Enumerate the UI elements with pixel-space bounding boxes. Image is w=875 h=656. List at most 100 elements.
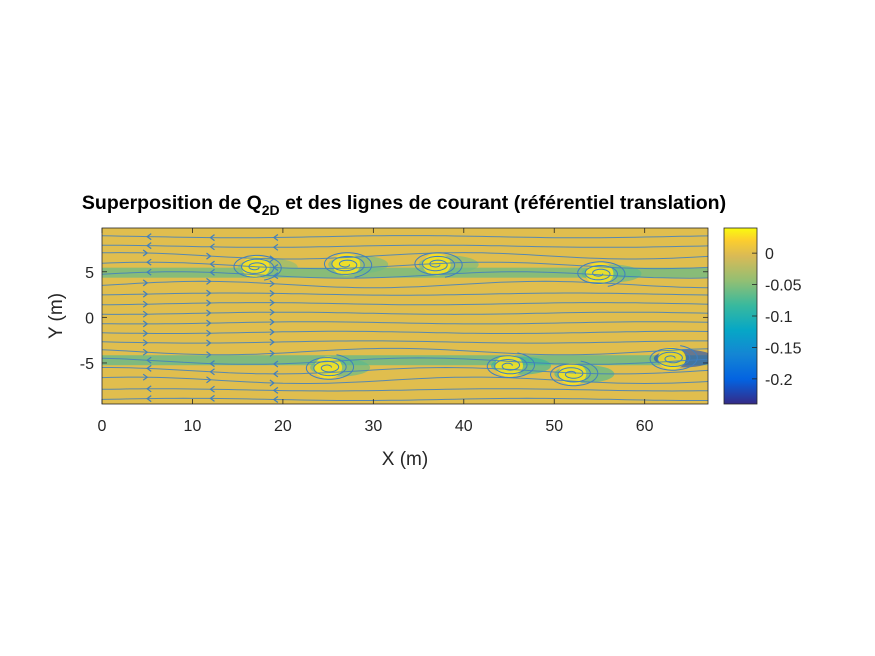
streamline-arrow bbox=[209, 368, 215, 376]
colorbar-tick-label: -0.15 bbox=[765, 340, 802, 357]
streamline-arrow bbox=[146, 242, 152, 250]
streamline bbox=[102, 366, 708, 375]
streamline bbox=[102, 321, 708, 325]
streamline-arrow bbox=[272, 234, 279, 241]
streamline-arrow bbox=[209, 385, 215, 393]
streamlines bbox=[102, 233, 708, 403]
streamline-arrow bbox=[206, 277, 212, 285]
shear-band bbox=[102, 267, 708, 278]
vortex-spiral bbox=[323, 252, 373, 278]
streamline-arrow bbox=[209, 360, 215, 368]
streamline bbox=[102, 261, 708, 270]
vortex-spiral bbox=[305, 354, 355, 380]
colorbar-ticks: 0 -0.05 -0.1 -0.15 -0.2 bbox=[752, 246, 802, 389]
streamline-arrow bbox=[272, 396, 279, 403]
streamline-arrow bbox=[142, 348, 149, 356]
streamline bbox=[102, 252, 708, 260]
streamline-arrow bbox=[272, 370, 279, 378]
streamline-arrow bbox=[272, 386, 279, 394]
streamline-arrow bbox=[209, 268, 215, 276]
streamline bbox=[102, 311, 708, 315]
streamline-arrow bbox=[269, 349, 275, 357]
streamline bbox=[102, 388, 708, 392]
chart-title: Superposition de Q2D et des lignes de co… bbox=[82, 192, 726, 218]
vortex-spiral bbox=[486, 352, 536, 378]
plot-frame bbox=[101, 227, 709, 405]
streamline-arrow bbox=[269, 338, 275, 346]
streamline-arrow bbox=[142, 290, 149, 298]
streamline-arrow bbox=[146, 233, 152, 241]
streamline-arrow bbox=[206, 329, 212, 337]
streamline-arrow bbox=[146, 268, 152, 276]
colorbar-tick-label: -0.05 bbox=[765, 278, 802, 295]
streamline bbox=[102, 271, 708, 279]
streamline-arrow bbox=[209, 260, 215, 268]
streamline-arrow bbox=[146, 395, 152, 403]
streamline-arrow bbox=[269, 328, 275, 336]
streamline-arrow bbox=[206, 376, 212, 384]
streamline-arrow bbox=[206, 339, 212, 347]
streamline-arrow bbox=[206, 351, 212, 359]
y-axis: -5 0 5 bbox=[80, 265, 708, 373]
streamline bbox=[102, 280, 708, 289]
colorbar-tick-label: 0 bbox=[765, 246, 774, 263]
x-tick-label: 60 bbox=[636, 418, 654, 435]
streamline-arrow bbox=[272, 360, 279, 368]
vortex-spiral bbox=[414, 252, 463, 278]
colorbar: 0 -0.05 -0.1 -0.15 -0.2 bbox=[723, 227, 802, 405]
y-axis-label: Y (m) bbox=[46, 293, 67, 339]
streamline-arrow bbox=[209, 243, 215, 251]
streamline-arrow bbox=[142, 279, 149, 287]
streamline-arrow bbox=[206, 289, 212, 297]
streamline bbox=[102, 244, 708, 248]
x-tick-label: 50 bbox=[545, 418, 563, 435]
x-tick-label: 40 bbox=[455, 418, 473, 435]
chart-title-main: Superposition de Q bbox=[82, 192, 262, 214]
streamline-arrow bbox=[142, 310, 149, 318]
streamline-arrow bbox=[209, 234, 215, 242]
chart-title-rest: et des lignes de courant (référentiel tr… bbox=[280, 192, 726, 214]
streamline-arrow bbox=[269, 308, 275, 316]
x-tick-label: 20 bbox=[274, 418, 292, 435]
colorbar-tick-label: -0.2 bbox=[765, 372, 793, 389]
vortex-spiral bbox=[233, 254, 282, 281]
y-tick-label: 5 bbox=[85, 265, 94, 282]
streamline-arrow bbox=[142, 320, 149, 328]
streamline bbox=[102, 302, 708, 306]
vortex-spiral bbox=[577, 261, 626, 287]
x-tick-label: 30 bbox=[364, 418, 382, 435]
streamline bbox=[102, 340, 708, 344]
streamline-arrow bbox=[206, 299, 212, 307]
shear-band bbox=[102, 355, 708, 366]
x-axis: 0 10 20 30 40 50 60 bbox=[98, 228, 654, 435]
streamline-arrow bbox=[269, 280, 275, 288]
streamline-arrow bbox=[142, 339, 149, 347]
colorbar-tick-label: -0.1 bbox=[765, 309, 793, 326]
streamline-arrow bbox=[206, 309, 212, 317]
streamline-arrow bbox=[142, 373, 149, 381]
streamline bbox=[102, 235, 708, 239]
streamline-arrow bbox=[142, 300, 149, 308]
streamline bbox=[102, 292, 708, 296]
streamline-arrow bbox=[209, 394, 215, 402]
x-tick-label: 10 bbox=[184, 418, 202, 435]
vortex-spiral bbox=[649, 345, 698, 371]
streamline-arrow bbox=[269, 289, 275, 297]
y-tick-label: 0 bbox=[85, 310, 94, 327]
x-axis-label: X (m) bbox=[382, 449, 428, 470]
streamline-arrow bbox=[269, 318, 275, 326]
streamline-arrow bbox=[142, 249, 149, 257]
streamline-arrow bbox=[146, 385, 152, 393]
vortex-spiral bbox=[549, 360, 599, 387]
streamline-arrow bbox=[146, 364, 152, 372]
x-tick-label: 0 bbox=[98, 418, 107, 435]
chart-title-subscript: 2D bbox=[262, 202, 280, 218]
streamline bbox=[102, 347, 708, 356]
streamline bbox=[102, 376, 708, 385]
streamline-arrow bbox=[206, 252, 212, 260]
streamline-arrow bbox=[269, 299, 275, 307]
streamline bbox=[102, 397, 708, 401]
heatmap-blobs bbox=[102, 253, 708, 385]
y-tick-label: -5 bbox=[80, 356, 94, 373]
